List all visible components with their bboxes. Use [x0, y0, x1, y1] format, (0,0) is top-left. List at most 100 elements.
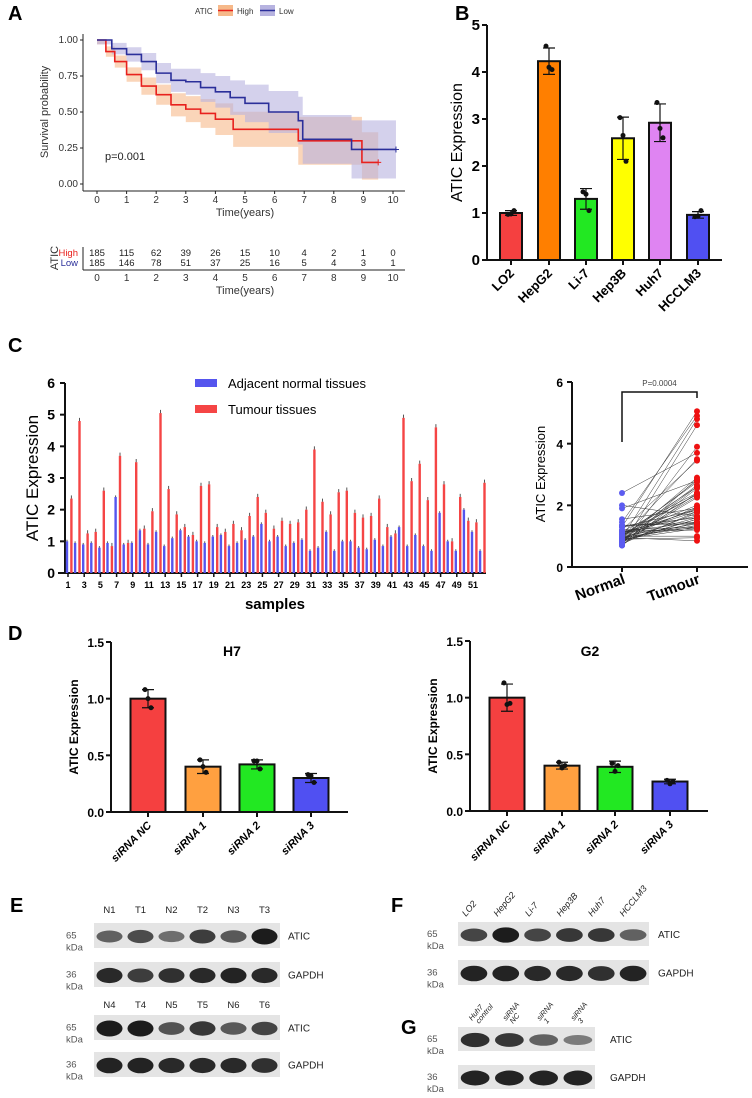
- risk-x-tick-label: 7: [301, 273, 307, 284]
- pair-line: [621, 522, 698, 542]
- blot-membrane: [94, 1052, 280, 1077]
- mw-label: 36: [66, 1060, 77, 1071]
- bar-normal: [244, 539, 247, 573]
- panel-label-E: E: [10, 895, 23, 917]
- blot-band: [251, 928, 278, 945]
- bar-tumour: [442, 484, 446, 573]
- data-point: [612, 768, 618, 774]
- bar: [238, 763, 276, 814]
- lane-label: N1: [103, 905, 115, 916]
- mw-unit: kDa: [427, 941, 445, 952]
- bar-tumour: [483, 482, 486, 573]
- bar-normal: [138, 530, 142, 573]
- bar-normal: [163, 546, 166, 573]
- bar: [488, 696, 526, 813]
- bar-tumour: [459, 497, 462, 573]
- point-normal: [619, 519, 625, 526]
- protein-label: ATIC: [658, 930, 680, 941]
- bar-tumour: [224, 531, 227, 573]
- x-tick-label: 0: [94, 195, 100, 206]
- bar-normal: [389, 536, 393, 573]
- data-point: [511, 208, 517, 214]
- mw-unit: kDa: [427, 1046, 445, 1057]
- point-tumour: [694, 519, 700, 526]
- point-tumour: [694, 525, 700, 532]
- risk-x-tick-label: 5: [242, 273, 248, 284]
- bar-normal: [381, 546, 385, 573]
- x-tick-label: 33: [322, 580, 332, 590]
- blot-band: [127, 929, 154, 944]
- bar-normal: [373, 539, 376, 573]
- blot-band: [158, 930, 185, 943]
- y-tick-label: 3: [47, 470, 55, 486]
- x-tick-label: 9: [361, 195, 367, 206]
- risk-count: 3: [361, 258, 366, 269]
- x-tick-label: 13: [160, 580, 170, 590]
- protein-label: GAPDH: [658, 969, 694, 980]
- mw-label: 65: [66, 931, 77, 942]
- bar-normal: [438, 512, 441, 573]
- pair-line: [621, 488, 698, 546]
- bar-tumour: [353, 512, 357, 573]
- x-tick-label: 25: [257, 580, 267, 590]
- x-tick-label: 3: [183, 195, 189, 206]
- bar-normal: [276, 536, 279, 573]
- bar-tumour: [256, 497, 259, 573]
- bar-normal: [406, 546, 409, 573]
- bar-normal: [187, 536, 190, 573]
- blot-band: [158, 968, 185, 983]
- bar-normal: [470, 531, 474, 573]
- protein-label: ATIC: [288, 932, 310, 943]
- bar-normal: [98, 547, 101, 573]
- bar-tumour: [102, 490, 105, 573]
- y-tick-label: 0.00: [59, 179, 79, 190]
- point-tumour: [694, 476, 700, 483]
- survival-curve-low: [97, 39, 396, 151]
- bar-tumour: [175, 514, 178, 573]
- lane-label: T4: [135, 1000, 146, 1011]
- bar-normal: [203, 542, 206, 573]
- panel-label-F: F: [391, 895, 403, 917]
- bar-tumour: [321, 501, 324, 573]
- risk-count: 1: [361, 248, 366, 259]
- panel-label-G: G: [401, 1017, 417, 1039]
- y-tick-label: 2: [47, 502, 55, 518]
- data-point: [254, 758, 260, 764]
- y-axis-label: ATIC Expression: [67, 679, 81, 774]
- bar-tumour: [361, 517, 365, 573]
- blot-band: [563, 1070, 593, 1086]
- risk-count: 10: [269, 248, 280, 259]
- bar-tumour: [143, 528, 146, 573]
- risk-count: 0: [390, 248, 395, 259]
- x-tick-label: 10: [387, 195, 399, 206]
- y-axis-label: ATIC Expression: [533, 426, 548, 523]
- pair-line: [621, 517, 698, 528]
- y-tick-label: 0.5: [446, 748, 463, 762]
- x-tick-label: siRNA 3: [638, 819, 676, 857]
- pair-line: [621, 511, 698, 535]
- data-point: [142, 687, 148, 693]
- bar-tumour: [110, 546, 114, 573]
- panel-label-B: B: [455, 3, 469, 25]
- y-tick-label: 1.5: [446, 635, 463, 649]
- x-tick-label: 2: [153, 195, 159, 206]
- risk-count: 115: [119, 248, 134, 259]
- bar-tumour: [240, 530, 243, 573]
- mw-label: 65: [66, 1023, 77, 1034]
- data-point: [620, 132, 626, 138]
- y-axis-label: ATIC Expression: [426, 678, 440, 773]
- bar-tumour: [78, 421, 81, 573]
- bar-chart-D-H7: 0.0 0.5 1.0 1.5 ATIC Expression H7 siRNA NC siR…: [67, 636, 348, 865]
- bar-normal: [130, 542, 133, 573]
- bar: [499, 212, 523, 261]
- data-point: [562, 763, 568, 769]
- y-axis-label: ATIC Expression: [23, 415, 42, 541]
- bar-tumour: [248, 516, 251, 573]
- bar: [543, 764, 581, 813]
- bar-normal: [82, 544, 85, 573]
- x-tick-label: 31: [306, 580, 316, 590]
